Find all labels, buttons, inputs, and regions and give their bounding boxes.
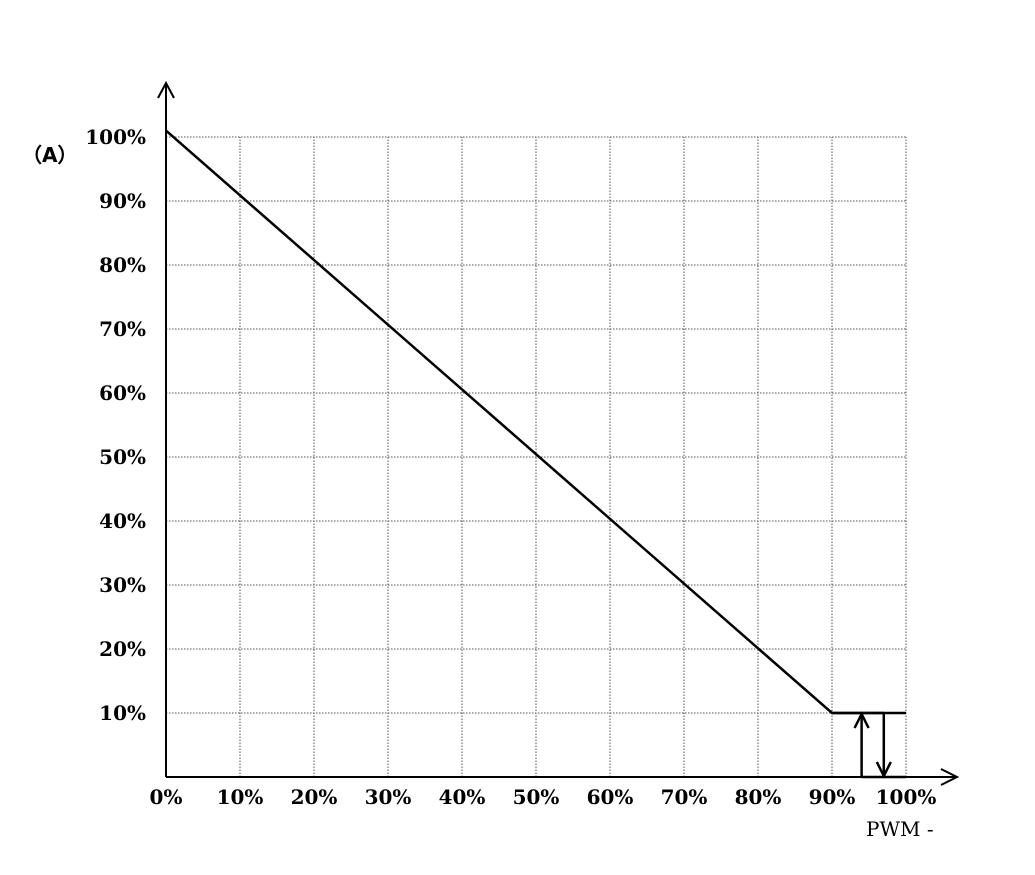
y-tick-label: 100% — [85, 125, 146, 149]
y-tick-label: 60% — [99, 381, 146, 405]
x-tick-label: 20% — [291, 785, 338, 809]
y-tick-label: 90% — [99, 189, 146, 213]
x-tick-label: 70% — [661, 785, 708, 809]
x-tick-label: 50% — [513, 785, 560, 809]
x-axis-arrowhead — [940, 768, 960, 786]
series — [165, 129, 906, 779]
y-tick-labels: 10% 20% 30% 40% 50% 60% 70% 80% 90% 100% — [85, 125, 146, 725]
y-tick-label: 70% — [99, 317, 146, 341]
x-tick-label: 60% — [587, 785, 634, 809]
x-tick-label: 0% — [150, 785, 183, 809]
x-tick-labels: 0% 10% 20% 30% 40% 50% 60% 70% 80% 90% 100% — [150, 785, 937, 809]
y-tick-label: 20% — [99, 637, 146, 661]
axes — [157, 80, 960, 786]
x-tick-label: 10% — [217, 785, 264, 809]
x-tick-label: 90% — [809, 785, 856, 809]
x-tick-label: 80% — [735, 785, 782, 809]
y-tick-label: 40% — [99, 509, 146, 533]
y-axis-arrowhead — [157, 80, 175, 99]
x-tick-label: 40% — [439, 785, 486, 809]
x-tick-label: 100% — [876, 785, 937, 809]
x-axis-label: PWM - — [866, 817, 934, 841]
grid — [166, 136, 907, 777]
y-tick-label: 10% — [99, 701, 146, 725]
y-axis-label: （A） — [22, 143, 77, 167]
y-tick-label: 30% — [99, 573, 146, 597]
y-tick-label: 80% — [99, 253, 146, 277]
x-tick-label: 30% — [365, 785, 412, 809]
y-tick-label: 50% — [99, 445, 146, 469]
